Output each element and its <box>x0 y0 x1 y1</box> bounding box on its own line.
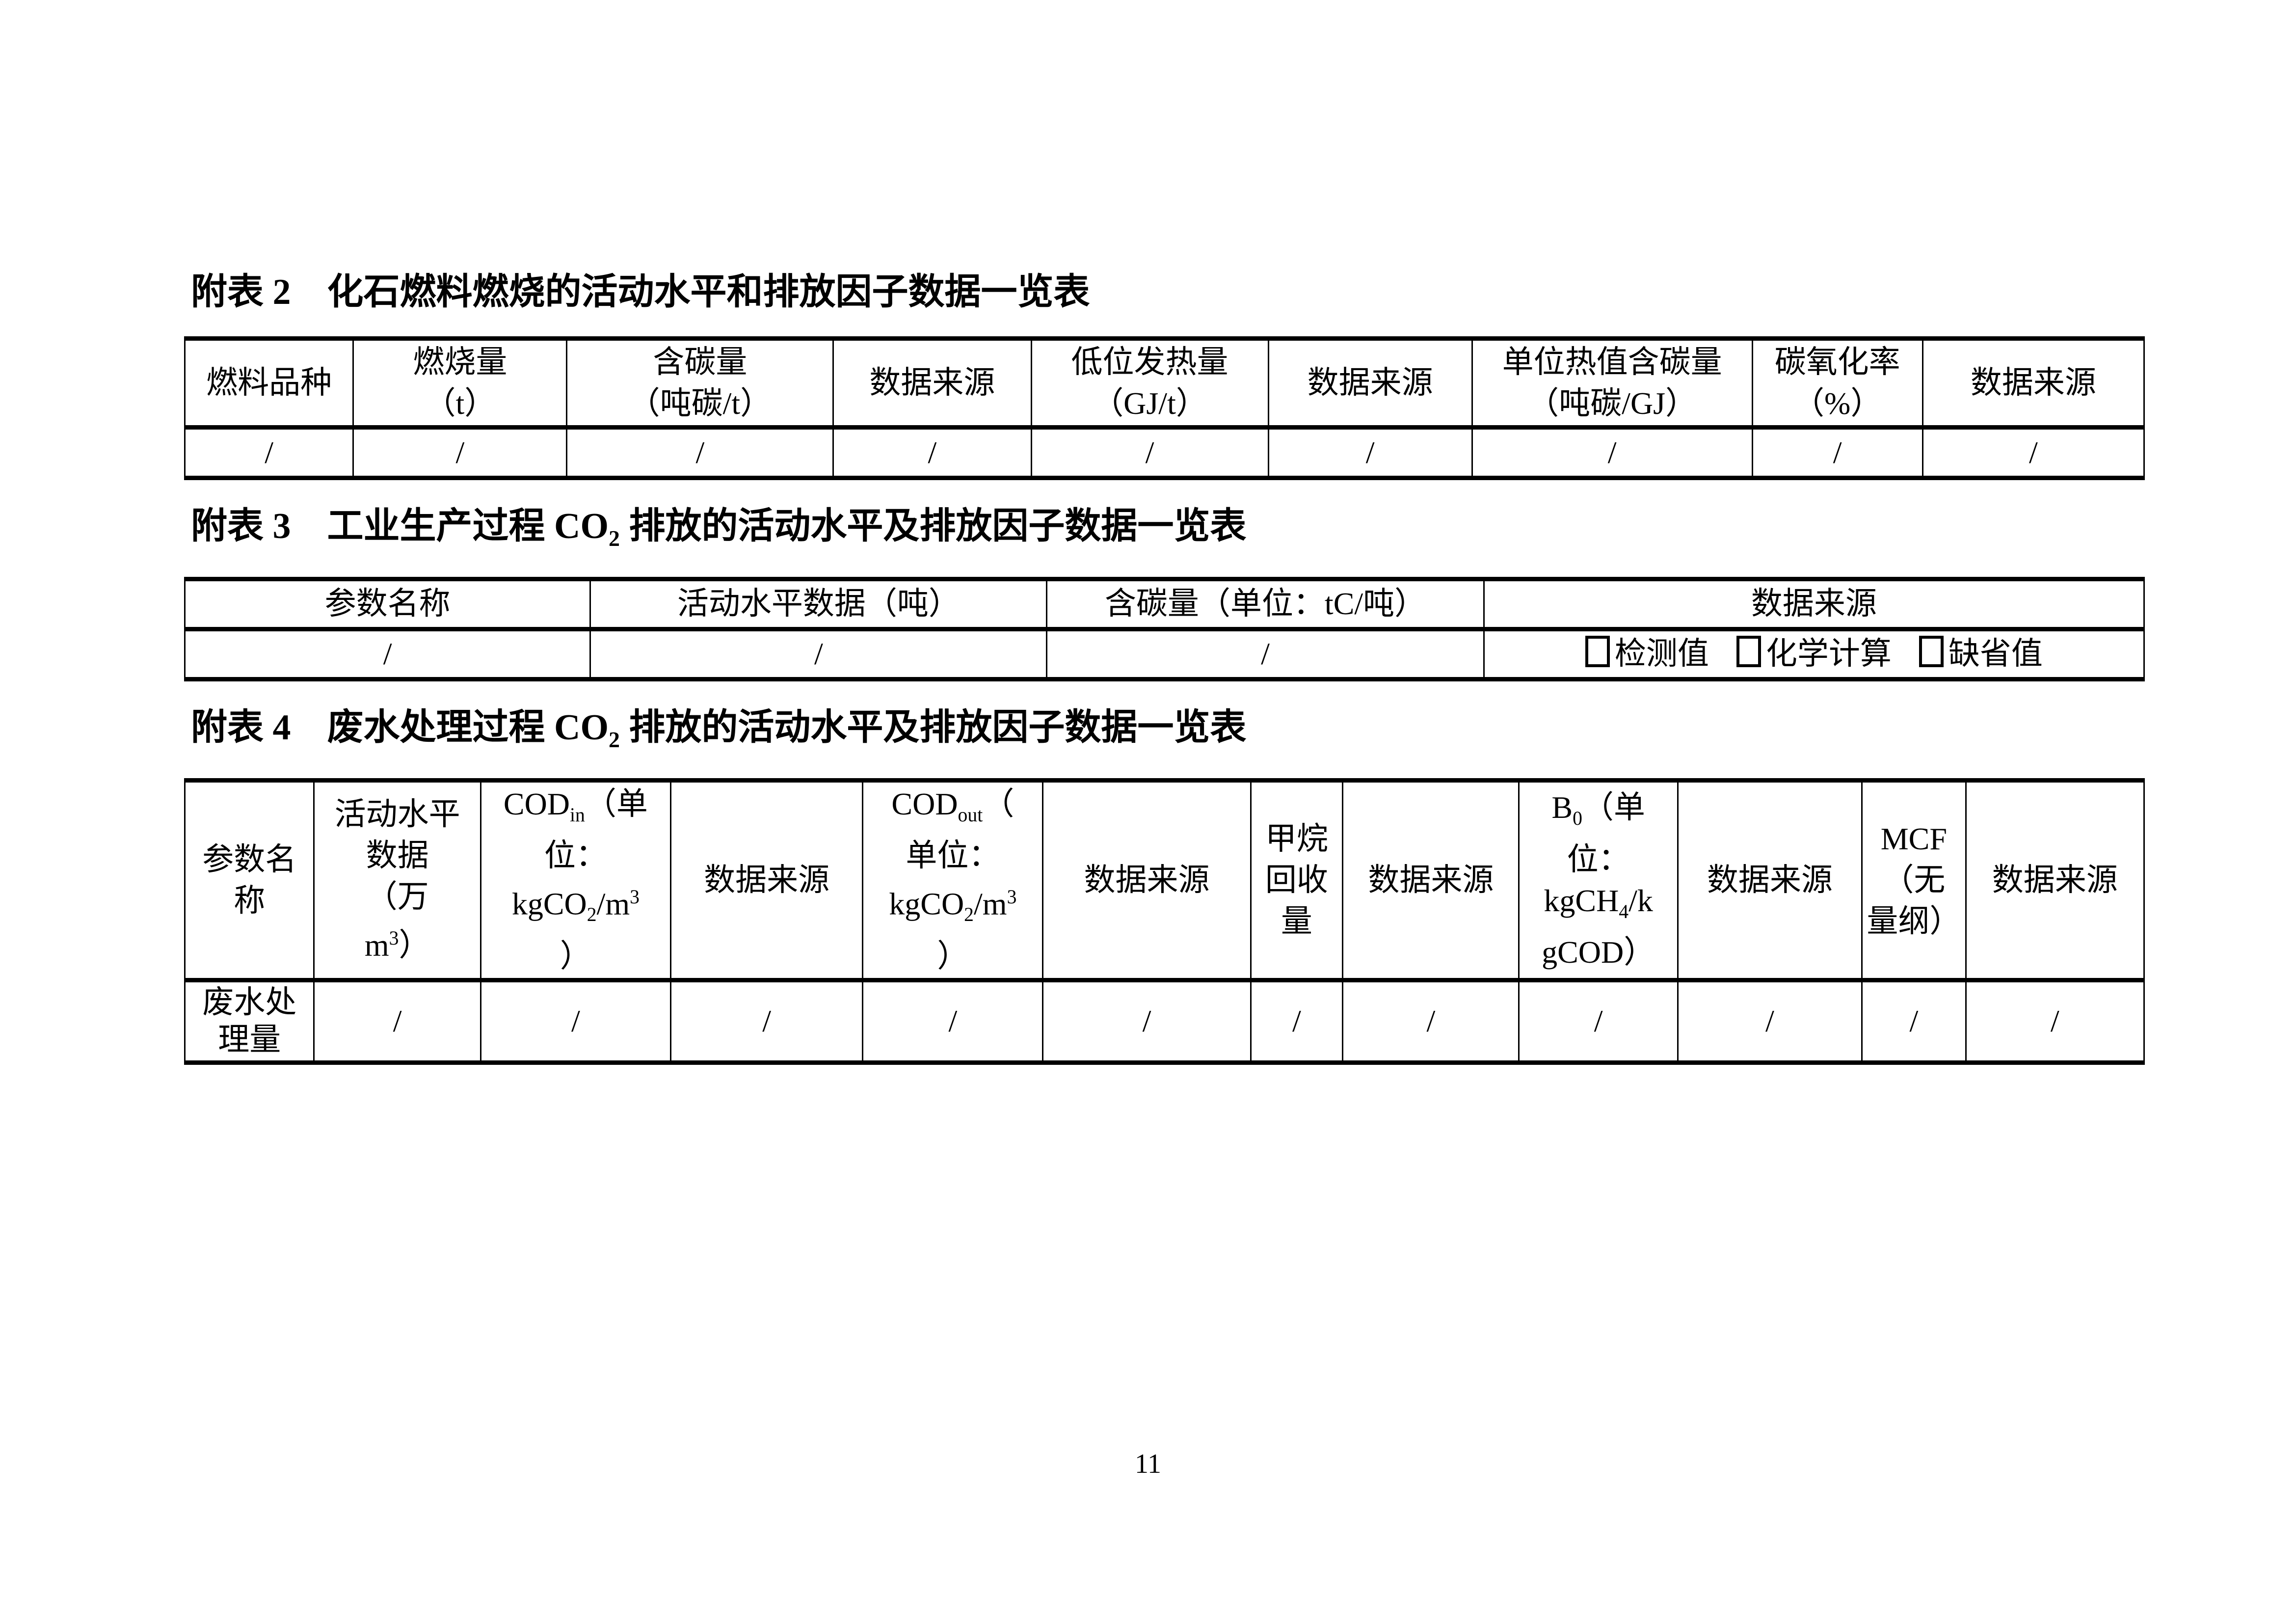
header-row: 燃料品种 燃烧量 （t） 含碳量 （吨碳/t） 数据来源 低位发热量 （GJ/t） 数据来… <box>184 338 2145 430</box>
data-cell: / <box>1677 979 1863 1063</box>
header-cell: 燃烧量 （t） <box>352 338 568 430</box>
header-row: 参数名称 活动水平数据（吨） 含碳量（单位：tC/吨） 数据来源 <box>184 578 2145 631</box>
data-cell: / <box>589 628 1048 680</box>
data-source-checkbox-cell: 检测值 化学计算 缺省值 <box>1483 628 2145 680</box>
data-cell: / <box>184 427 354 479</box>
header-cell: 单位热值含碳量 （吨碳/GJ） <box>1471 338 1753 430</box>
data-cell: / <box>480 979 672 1063</box>
header-cell: 活动水平 数据 （万 m3） <box>313 779 481 982</box>
header-cell: MCF （无 量纲） <box>1861 779 1967 982</box>
header-cell: 含碳量（单位：tC/吨） <box>1046 578 1485 631</box>
header-cell: 活动水平数据（吨） <box>589 578 1048 631</box>
data-cell: / <box>184 628 591 680</box>
header-cell: 数据来源 <box>1922 338 2145 430</box>
checkbox-label: 缺省值 <box>1948 636 2043 672</box>
checkbox-option: 化学计算 <box>1736 635 1892 673</box>
header-cell: CODin（单 位： kgCO2/m3 ） <box>480 779 672 982</box>
header-cell: 数据来源 <box>669 779 864 982</box>
fossil-fuel-combustion-table: 燃料品种 燃烧量 （t） 含碳量 （吨碳/t） 数据来源 低位发热量 （GJ/t） 数据来… <box>184 336 2145 480</box>
data-cell: / <box>1922 427 2145 479</box>
header-cell: 参数名称 <box>184 578 591 631</box>
header-cell: 数据来源 <box>1342 779 1520 982</box>
checkbox-option: 缺省值 <box>1919 635 2043 673</box>
header-row: 参数名 称活动水平 数据 （万 m3） CODin（单 位： kgCO2/m3 ）… <box>184 779 2145 982</box>
data-cell: / <box>1471 427 1753 479</box>
header-cell: CODout（ 单位： kgCO2/m3 ） <box>862 779 1044 982</box>
appendix-table-4-title: 附表 4 废水处理过程 CO2 排放的活动水平及排放因子数据一览表 <box>191 707 1247 752</box>
data-cell: / <box>352 427 568 479</box>
data-cell: / <box>832 427 1032 479</box>
data-cell: / <box>1342 979 1520 1063</box>
header-cell: 低位发热量 （GJ/t） <box>1030 338 1269 430</box>
checkbox-label: 化学计算 <box>1765 636 1892 672</box>
data-cell: / <box>1861 979 1967 1063</box>
data-cell: / <box>1267 427 1473 479</box>
data-cell: / <box>1751 427 1923 479</box>
data-cell: / <box>1042 979 1252 1063</box>
appendix-table-3-title: 附表 3 工业生产过程 CO2 排放的活动水平及排放因子数据一览表 <box>191 506 1247 551</box>
data-cell: / <box>1250 979 1344 1063</box>
header-cell: 燃料品种 <box>184 338 354 430</box>
data-cell: / <box>1046 628 1485 680</box>
wastewater-treatment-co2-table: 参数名 称活动水平 数据 （万 m3） CODin（单 位： kgCO2/m3 ）… <box>184 778 2145 1065</box>
table-row: / / / 检测值 化学计算 缺省值 <box>184 628 2145 680</box>
industrial-process-co2-table: 参数名称 活动水平数据（吨） 含碳量（单位：tC/吨） 数据来源 / / / 检测值 化学计算缺… <box>184 576 2145 681</box>
checkbox-label: 检测值 <box>1614 636 1709 672</box>
header-cell: 碳氧化率 （%） <box>1751 338 1923 430</box>
header-cell: B0（单 位： kgCH4/k gCOD） <box>1518 779 1679 982</box>
data-cell: / <box>313 979 481 1063</box>
table-row: 废水处 理量 / / / / / / / / / / / <box>184 979 2145 1063</box>
header-cell: 数据来源 <box>1677 779 1863 982</box>
appendix-table-2-title: 附表 2 化石燃料燃烧的活动水平和排放因子数据一览表 <box>191 272 1090 312</box>
page-content: 附表 2 化石燃料燃烧的活动水平和排放因子数据一览表 燃料品种 燃烧量 （t） 含碳… <box>184 268 2145 1065</box>
data-cell: / <box>1518 979 1679 1063</box>
data-cell: / <box>1030 427 1269 479</box>
data-cell: / <box>862 979 1044 1063</box>
checkbox-icon <box>1585 636 1610 668</box>
header-cell: 参数名 称 <box>184 779 315 982</box>
data-cell: / <box>669 979 864 1063</box>
header-cell: 数据来源 <box>1965 779 2145 982</box>
data-cell: / <box>566 427 834 479</box>
page-number: 11 <box>1135 1449 1161 1479</box>
header-cell: 甲烷 回收 量 <box>1250 779 1344 982</box>
header-cell: 数据来源 <box>1042 779 1252 982</box>
table-row: / / / / / / / / / <box>184 427 2145 479</box>
checkbox-icon <box>1736 636 1761 668</box>
data-cell: 废水处 理量 <box>184 979 315 1063</box>
data-cell: / <box>1965 979 2145 1063</box>
checkbox-icon <box>1919 636 1944 668</box>
header-cell: 数据来源 <box>1483 578 2145 631</box>
header-cell: 含碳量 （吨碳/t） <box>566 338 834 430</box>
checkbox-option: 检测值 <box>1585 635 1709 673</box>
header-cell: 数据来源 <box>1267 338 1473 430</box>
header-cell: 数据来源 <box>832 338 1032 430</box>
